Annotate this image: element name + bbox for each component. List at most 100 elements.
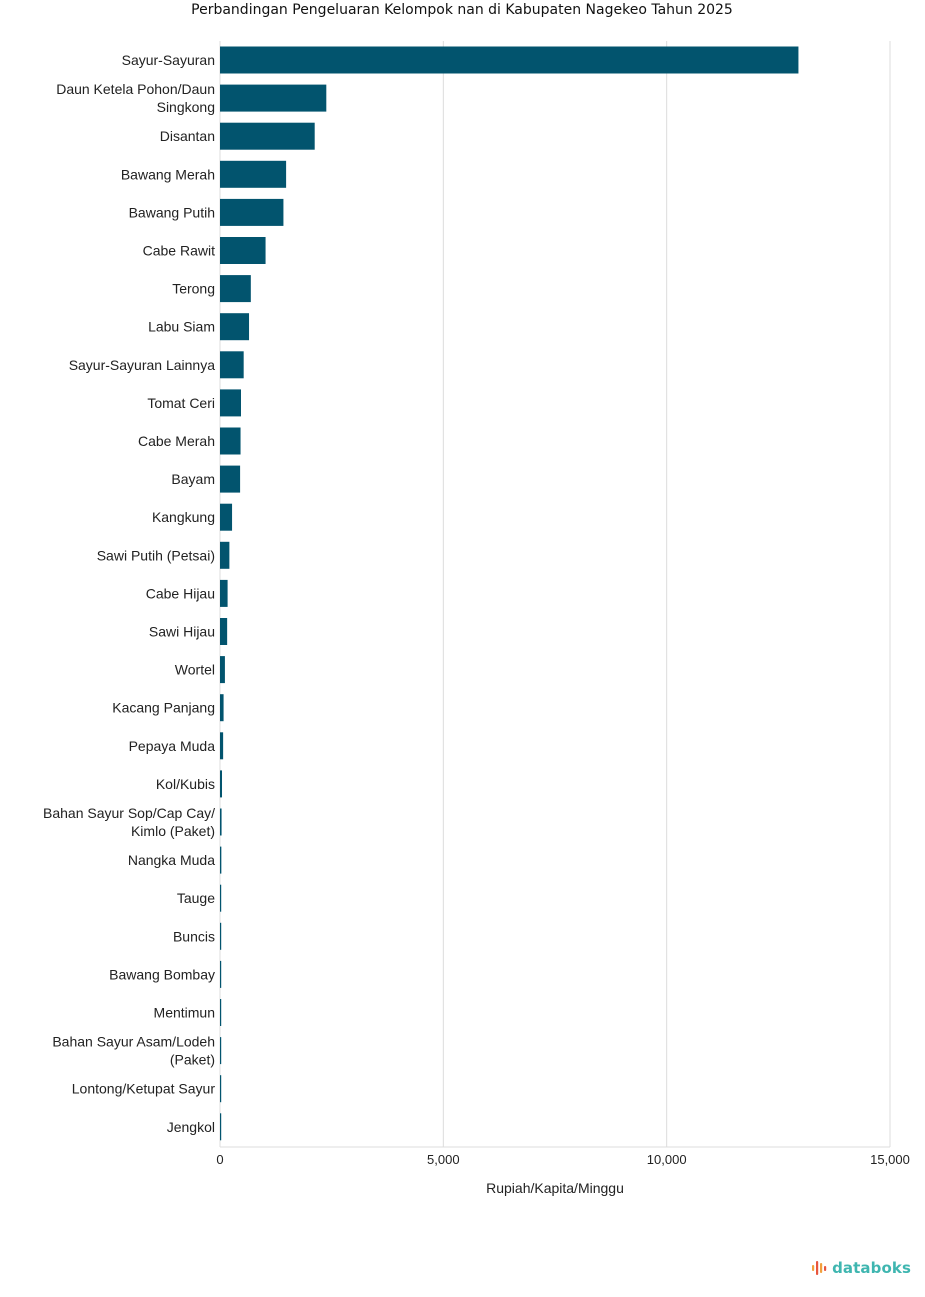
bar	[220, 237, 266, 264]
bar	[220, 579, 228, 607]
category-label-line: Pepaya Muda	[129, 738, 216, 754]
category-label-line: Sawi Putih (Petsai)	[97, 547, 215, 563]
bar	[220, 313, 250, 341]
x-axis-title: Rupiah/Kapita/Minggu	[486, 1180, 624, 1196]
category-label-line: Wortel	[175, 662, 215, 678]
bar	[220, 656, 225, 684]
category-label-line: Daun Ketela Pohon/Daun	[56, 81, 215, 97]
category-label-line: Bawang Putih	[129, 204, 215, 220]
category-label-line: Cabe Hijau	[146, 585, 215, 601]
category-label-line: Tomat Ceri	[147, 395, 215, 411]
category-label: Sawi Hijau	[149, 624, 215, 640]
category-label: Cabe Hijau	[146, 585, 215, 601]
bar	[220, 541, 230, 569]
category-label-line: Labu Siam	[148, 319, 215, 335]
category-label-line: Lontong/Ketupat Sayur	[72, 1081, 216, 1097]
bar	[220, 503, 233, 531]
category-label-line: Buncis	[173, 928, 215, 944]
x-tick-label: 5,000	[427, 1152, 460, 1167]
category-label-line: Singkong	[157, 99, 215, 115]
bar	[220, 160, 287, 188]
category-label-line: Kimlo (Paket)	[131, 823, 215, 839]
bar	[220, 960, 222, 988]
category-label-line: Bawang Bombay	[109, 966, 215, 982]
bar	[220, 922, 222, 950]
bar	[220, 694, 224, 722]
category-label: Terong	[172, 281, 215, 297]
category-label-line: Cabe Rawit	[143, 243, 215, 259]
bar	[220, 770, 223, 798]
category-label-line: Terong	[172, 281, 215, 297]
gridlines	[219, 41, 891, 1148]
category-label: Bawang Putih	[129, 204, 215, 220]
bar	[220, 427, 241, 455]
bar	[220, 884, 222, 912]
category-label: Bawang Merah	[121, 166, 215, 182]
bar	[220, 122, 315, 150]
category-label-line: Kacang Panjang	[112, 700, 215, 716]
category-label-line: Disantan	[160, 128, 215, 144]
category-label: Tauge	[177, 890, 215, 906]
bar	[220, 1075, 222, 1103]
x-tick-label: 15,000	[870, 1152, 910, 1167]
category-label: Tomat Ceri	[147, 395, 215, 411]
category-label: Bayam	[171, 471, 215, 487]
bar	[220, 198, 284, 226]
x-axis-ticks: 0 5,000 10,000 15,000	[216, 1152, 910, 1167]
category-label: Mentimun	[154, 1005, 215, 1021]
category-label: Bawang Bombay	[109, 966, 215, 982]
category-label: Cabe Merah	[138, 433, 215, 449]
category-label-line: Sayur-Sayuran Lainnya	[69, 357, 216, 373]
bar	[220, 351, 244, 379]
category-label: Labu Siam	[148, 319, 215, 335]
category-label-line: Jengkol	[167, 1119, 215, 1135]
x-tick-label: 0	[216, 1152, 223, 1167]
category-label: Kacang Panjang	[112, 700, 215, 716]
bar	[220, 732, 224, 760]
bar	[220, 465, 241, 493]
category-label: Nangka Muda	[128, 852, 215, 868]
category-label-line: (Paket)	[170, 1052, 215, 1068]
category-label-line: Bahan Sayur Asam/Lodeh	[52, 1034, 215, 1050]
category-label-line: Nangka Muda	[128, 852, 215, 868]
bar	[220, 1113, 222, 1141]
category-label-line: Sawi Hijau	[149, 624, 215, 640]
category-label-line: Mentimun	[154, 1005, 215, 1021]
bar	[220, 1037, 222, 1065]
category-label: Sawi Putih (Petsai)	[97, 547, 215, 563]
category-label: Wortel	[175, 662, 215, 678]
bar	[220, 846, 222, 874]
category-label: Buncis	[173, 928, 215, 944]
category-label: Cabe Rawit	[143, 243, 215, 259]
category-label: Sayur-Sayuran Lainnya	[69, 357, 216, 373]
category-label-line: Bayam	[171, 471, 215, 487]
bar	[220, 999, 222, 1026]
category-label: Kol/Kubis	[156, 776, 215, 792]
category-label: Disantan	[160, 128, 215, 144]
category-label: Sayur-Sayuran	[122, 52, 215, 68]
category-label-line: Sayur-Sayuran	[122, 52, 215, 68]
category-label-line: Bawang Merah	[121, 166, 215, 182]
category-labels: Sayur-Sayuran Daun Ketela Pohon/Daun Singk…	[43, 52, 215, 1135]
bar	[220, 46, 799, 74]
category-label: Jengkol	[167, 1119, 215, 1135]
bar	[220, 84, 327, 112]
category-label-line: Kol/Kubis	[156, 776, 215, 792]
bar	[220, 618, 228, 645]
category-label: Bahan Sayur Asam/Lodeh (Paket)	[52, 1034, 215, 1068]
databoks-logo-text: databoks	[832, 1259, 911, 1277]
category-label: Bahan Sayur Sop/Cap Cay/Kimlo (Paket)	[43, 805, 215, 839]
bar	[220, 389, 241, 417]
category-label: Pepaya Muda	[129, 738, 216, 754]
databoks-logo: databoks	[811, 1259, 911, 1277]
bar	[220, 808, 222, 836]
bars	[220, 46, 799, 1141]
category-label: Daun Ketela Pohon/Daun Singkong	[56, 81, 215, 115]
category-label-line: Kangkung	[152, 509, 215, 525]
databoks-logo-icon	[812, 1261, 827, 1275]
bar	[220, 275, 251, 303]
category-label: Lontong/Ketupat Sayur	[72, 1081, 216, 1097]
category-label-line: Bahan Sayur Sop/Cap Cay/	[43, 805, 215, 821]
chart-title: Perbandingan Pengeluaran Kelompok nan di…	[191, 2, 733, 18]
